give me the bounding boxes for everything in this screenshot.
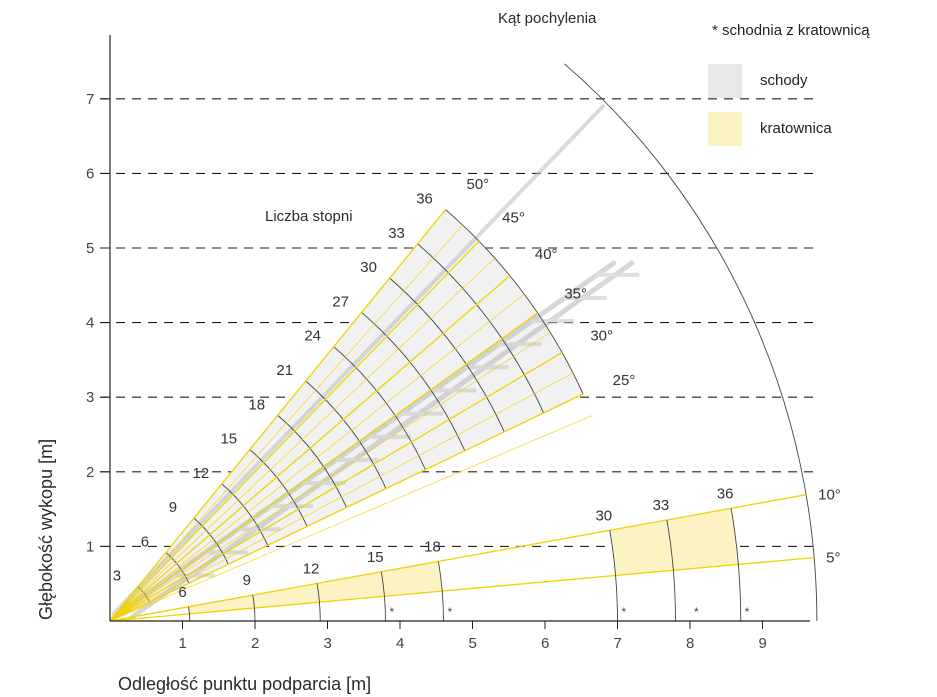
x-tick-label-9: 9 <box>759 635 767 652</box>
x-tick-label-5: 5 <box>469 635 477 652</box>
truss-angle-label-5: 5° <box>826 550 840 567</box>
truss-star-3: * <box>694 605 699 619</box>
truss-area-0 <box>188 561 443 614</box>
stairs-ray-35 <box>109 312 538 622</box>
stairs-step-label-33: 33 <box>388 225 405 242</box>
stairs-step-label-36: 36 <box>416 191 433 208</box>
x-tick-label-2: 2 <box>251 635 259 652</box>
x-tick-label-7: 7 <box>614 635 622 652</box>
legend-note: * schodnia z kratownicą <box>712 22 870 39</box>
truss-star-1: * <box>448 605 453 619</box>
stairs-step-label-3: 3 <box>113 568 121 585</box>
x-tick-label-1: 1 <box>179 635 187 652</box>
stairs-ray-mid-40 <box>109 293 525 622</box>
stairs-step-label-12: 12 <box>193 465 210 482</box>
y-tick-label-6: 6 <box>86 165 94 182</box>
stairs-step-label-24: 24 <box>304 328 321 345</box>
stairs-angle-label-50: 50° <box>467 176 490 193</box>
stairs-ray-40 <box>109 275 511 622</box>
outer-arc <box>564 63 818 622</box>
stairs-step-label-9: 9 <box>169 499 177 516</box>
truss-star-2: * <box>622 605 627 619</box>
truss-step-label-12: 12 <box>303 560 320 577</box>
truss-star-0: * <box>390 605 395 619</box>
stairs-angle-label-30: 30° <box>590 328 613 345</box>
x-tick-label-3: 3 <box>324 635 332 652</box>
stairs-step-label-6: 6 <box>141 533 149 550</box>
truss-step-label-36: 36 <box>717 485 734 502</box>
stairs-step-label-21: 21 <box>276 362 293 379</box>
y-tick-label-7: 7 <box>86 91 94 108</box>
y-tick-label-5: 5 <box>86 240 94 257</box>
legend-label-schody: schody <box>760 72 808 89</box>
y-tick-label-2: 2 <box>86 464 94 481</box>
stairs-ray-mid-35 <box>109 332 551 622</box>
legend-label-kratownica: kratownica <box>760 120 832 137</box>
truss-step-label-9: 9 <box>243 572 251 589</box>
stairs-ray-mid-45 <box>109 257 496 622</box>
truss-step-label-18: 18 <box>424 538 441 555</box>
legend-swatch-schody <box>708 64 742 98</box>
chart-title: Kąt pochylenia <box>498 10 597 27</box>
truss-arc-33 <box>666 519 676 622</box>
truss-step-label-6: 6 <box>178 584 186 601</box>
x-tick-label-8: 8 <box>686 635 694 652</box>
y-tick-label-1: 1 <box>86 538 94 555</box>
stairs-angle-label-25: 25° <box>613 372 636 389</box>
stairs-ray-30 <box>109 351 563 622</box>
stairs-step-label-15: 15 <box>220 431 237 448</box>
truss-arc-36 <box>730 508 742 622</box>
x-tick-label-6: 6 <box>541 635 549 652</box>
stairs-step-label-30: 30 <box>360 259 377 276</box>
y-tick-label-4: 4 <box>86 315 94 332</box>
stairs-angle-label-40: 40° <box>535 246 558 263</box>
stairs-angle-label-45: 45° <box>502 209 525 226</box>
truss-step-label-33: 33 <box>653 497 670 514</box>
truss-arc-30 <box>609 530 618 622</box>
stairs-ray-50 <box>109 209 447 622</box>
stairs-angle-label-35: 35° <box>564 286 587 303</box>
stairs-ray-mid-50 <box>109 224 463 622</box>
y-tick-label-3: 3 <box>86 389 94 406</box>
x-axis-label: Odległość punktu podparcia [m] <box>118 674 371 694</box>
truss-star-4: * <box>745 605 750 619</box>
truss-step-label-15: 15 <box>367 549 384 566</box>
stairs-ray-25 <box>109 393 584 622</box>
truss-ray-10 <box>109 494 807 622</box>
stairs-ray-mid-25 <box>109 415 593 622</box>
steps-label: Liczba stopni <box>265 208 353 225</box>
legend-swatch-kratownica <box>708 112 742 146</box>
x-tick-label-4: 4 <box>396 635 404 652</box>
y-axis-label: Głębokość wykopu [m] <box>36 439 56 620</box>
truss-step-label-30: 30 <box>595 507 612 524</box>
ladder-handrail <box>111 104 605 616</box>
stairs-step-label-27: 27 <box>332 293 349 310</box>
truss-angle-label-10: 10° <box>818 487 841 504</box>
stairs-step-label-18: 18 <box>248 396 265 413</box>
stairs-ray-mid-30 <box>109 372 574 622</box>
truss-ray-5 <box>109 556 815 622</box>
stairs-ray-45 <box>109 240 480 622</box>
